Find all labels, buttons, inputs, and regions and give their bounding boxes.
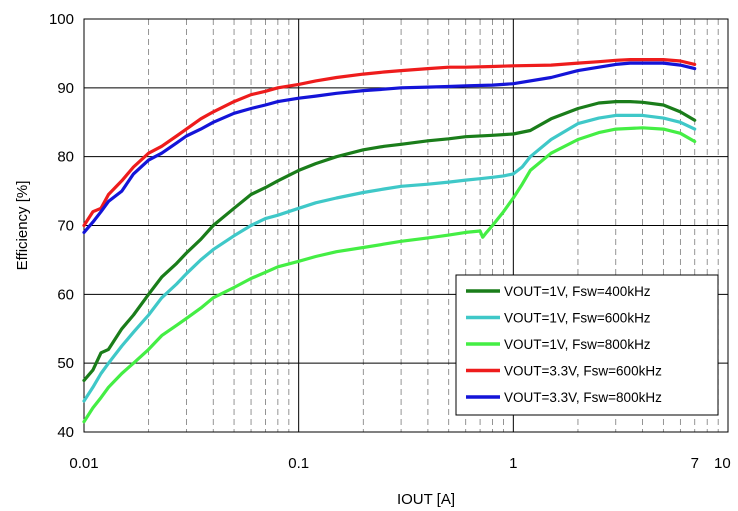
y-tick-label: 40 <box>57 424 74 441</box>
legend: VOUT=1V, Fsw=400kHz VOUT=1V, Fsw=600kHz VO… <box>455 274 719 416</box>
x-tick-label: 0.01 <box>69 455 98 472</box>
series-line-3 <box>82 126 697 424</box>
legend-label: VOUT=3.3V, Fsw=800kHz <box>504 390 662 405</box>
x-tick-label: 1 <box>509 455 517 472</box>
x-tick-label: 10 <box>714 455 731 472</box>
y-tick-label: 70 <box>57 218 74 235</box>
series-line-4 <box>82 57 697 228</box>
series-line-1 <box>82 99 697 382</box>
series-line-2 <box>82 113 697 403</box>
series-line-5 <box>82 61 697 234</box>
y-tick-label: 50 <box>57 355 74 372</box>
y-tick-label: 60 <box>57 286 74 303</box>
x-tick-label: 7 <box>691 455 699 472</box>
legend-label: VOUT=3.3V, Fsw=600kHz <box>504 364 662 379</box>
x-axis-title: IOUT [A] <box>397 491 455 508</box>
y-tick-label: 80 <box>57 149 74 166</box>
legend-label: VOUT=1V, Fsw=800kHz <box>504 337 651 352</box>
legend-label: VOUT=1V, Fsw=400kHz <box>504 284 651 299</box>
series-layer <box>82 57 697 424</box>
y-axis-tick-labels: 40 50 60 70 80 90 100 <box>49 11 74 441</box>
x-tick-label: 0.1 <box>288 455 309 472</box>
legend-label: VOUT=1V, Fsw=600kHz <box>504 311 651 326</box>
y-tick-label: 90 <box>57 80 74 97</box>
x-axis-tick-labels: 0.01 0.1 1 7 10 <box>69 455 730 472</box>
y-tick-label: 100 <box>49 11 74 28</box>
y-axis-title: Efficiency [%] <box>14 181 31 271</box>
